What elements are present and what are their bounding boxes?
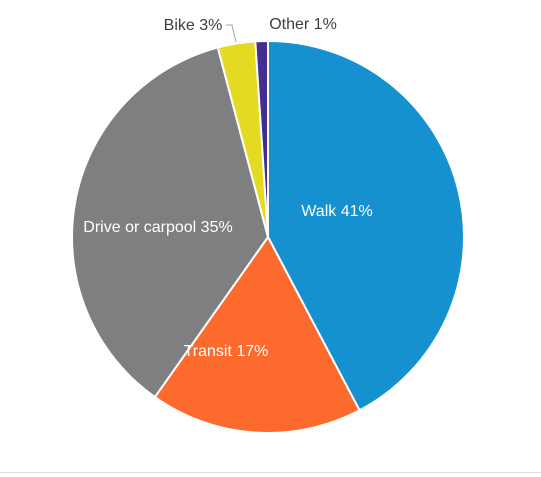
pie-label-walk: Walk 41% [301, 203, 372, 220]
pie-label-drive-or-carpool: Drive or carpool 35% [83, 219, 232, 236]
pie-labels: Walk 41% Transit 17% Drive or carpool 35% B… [83, 16, 372, 360]
pie-label-transit: Transit 17% [184, 343, 269, 360]
bottom-divider [0, 472, 541, 473]
pie-slice-walk [267, 40, 465, 412]
pie-leader-lines [226, 24, 237, 43]
pie-slice-transit [153, 236, 361, 434]
pie-slices [71, 39, 465, 434]
pie-label-other: Other 1% [269, 16, 337, 33]
pie-slice-drive-or-carpool [71, 46, 269, 399]
pie-slice-other [254, 39, 269, 238]
leader-line-bike [226, 24, 237, 43]
pie-label-bike: Bike 3% [164, 17, 223, 34]
